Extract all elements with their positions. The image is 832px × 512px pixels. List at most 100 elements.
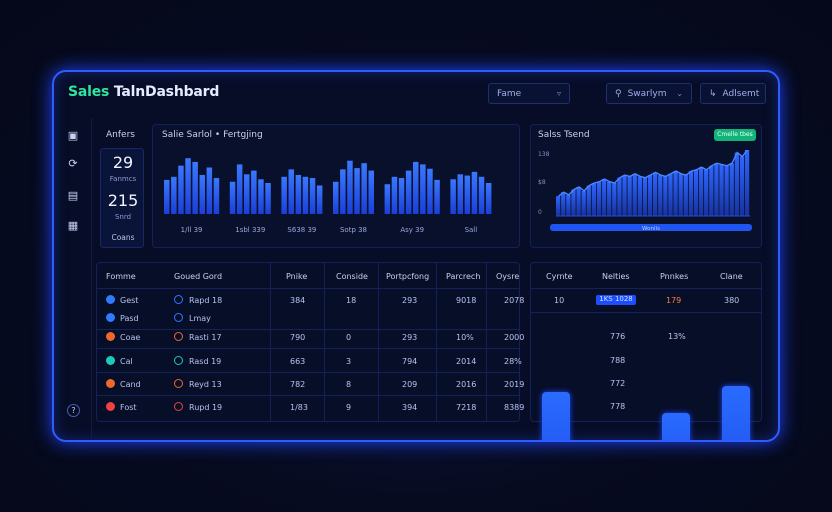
row-name[interactable]: Cal (120, 357, 133, 366)
trend-bar (586, 185, 591, 216)
header-divider (96, 288, 520, 289)
column-header[interactable]: Oysre (496, 272, 520, 281)
bar-4-5[interactable] (420, 164, 426, 214)
stats-cell: 13% (668, 332, 686, 341)
stats-big-bar[interactable] (722, 386, 750, 440)
row-name[interactable]: Pasd (120, 314, 139, 323)
row-cell: 10% (456, 333, 474, 342)
bar-2-3[interactable] (302, 176, 309, 214)
bars-panel-title: Salie Sarlol • Fertgjing (162, 130, 263, 140)
bar-1-5[interactable] (265, 183, 271, 214)
bar-4-4[interactable] (413, 161, 419, 214)
stats-big-bar[interactable] (542, 392, 570, 440)
bar-5-3[interactable] (471, 171, 478, 214)
user-icon: ↳ (709, 88, 717, 99)
bar-0-2[interactable] (178, 165, 184, 214)
bar-3-2[interactable] (347, 160, 353, 214)
kpi-value-1: 29 (112, 153, 134, 172)
account-button[interactable]: ↳ Adlsemt (700, 83, 766, 104)
stats-pill[interactable]: 1KS 1028 (596, 295, 636, 305)
bar-0-1[interactable] (171, 176, 177, 214)
column-header[interactable]: Fomme (106, 272, 136, 281)
trend-scrollbar[interactable] (550, 224, 752, 231)
bar-4-0[interactable] (384, 184, 391, 214)
column-header[interactable]: Conside (336, 272, 368, 281)
row-status-dot (106, 379, 115, 388)
trend-bar (617, 177, 622, 216)
bar-2-0[interactable] (281, 176, 287, 214)
trend-bar (647, 175, 653, 216)
trend-bar (627, 176, 632, 216)
column-divider (436, 262, 437, 422)
row-cell: 2078 (504, 296, 525, 305)
stats-header[interactable]: Pnnkes (660, 272, 689, 281)
bar-3-4[interactable] (361, 163, 367, 214)
bar-0-7[interactable] (213, 178, 220, 214)
bar-3-5[interactable] (368, 170, 375, 214)
trend-bar (739, 156, 745, 216)
column-header[interactable]: Goued Gord (174, 272, 223, 281)
bar-4-6[interactable] (427, 168, 433, 214)
bar-1-2[interactable] (244, 174, 250, 214)
bar-4-2[interactable] (398, 178, 405, 214)
row-cell: 782 (290, 380, 306, 389)
sidebar: ▣ ⟳ ▤ ▦ ? (54, 118, 92, 440)
row-name[interactable]: Cand (120, 380, 141, 389)
column-header[interactable]: Parcrech (446, 272, 481, 281)
bar-2-4[interactable] (309, 178, 316, 214)
filter-dropdown[interactable]: Fame ▿ (488, 83, 570, 104)
bar-0-6[interactable] (206, 167, 213, 215)
bar-1-1[interactable] (236, 164, 243, 214)
bar-2-2[interactable] (295, 174, 302, 214)
bar-5-0[interactable] (450, 179, 456, 214)
dashboard-window: Sales TalnDashbard Fame ▿ ⚲ Swarlym ⌄ ↳ … (52, 70, 780, 442)
stats-cell: 380 (724, 296, 740, 305)
row-cell: 9018 (456, 296, 477, 305)
bar-4-7[interactable] (434, 179, 440, 214)
row-cell: 663 (290, 357, 306, 366)
bar-4-1[interactable] (391, 176, 398, 214)
bar-0-0[interactable] (164, 179, 170, 214)
bar-4-3[interactable] (405, 170, 412, 214)
trend-bar (591, 183, 597, 216)
clipboard-icon[interactable]: ▤ (67, 189, 79, 202)
kpi-value-2: 215 (107, 191, 139, 210)
trend-bar (678, 173, 683, 216)
bar-0-5[interactable] (199, 174, 206, 214)
bar-5-5[interactable] (485, 183, 492, 214)
bar-5-1[interactable] (457, 174, 464, 214)
search-dropdown[interactable]: ⚲ Swarlym ⌄ (606, 83, 692, 104)
bar-5-4[interactable] (478, 176, 485, 214)
bar-2-5[interactable] (316, 185, 323, 214)
row-name[interactable]: Coae (120, 333, 141, 342)
trend-bar (622, 175, 627, 216)
bar-1-4[interactable] (258, 179, 264, 214)
bar-2-1[interactable] (288, 169, 295, 214)
help-icon[interactable]: ? (67, 404, 80, 417)
trend-badge[interactable]: Cmelle tbes (714, 129, 756, 141)
bar-0-4[interactable] (192, 161, 198, 214)
row-code: Rasti 17 (189, 333, 222, 342)
bar-3-0[interactable] (333, 181, 339, 214)
row-name[interactable]: Gest (120, 296, 139, 305)
stats-header[interactable]: Nelties (602, 272, 630, 281)
bar-3-1[interactable] (340, 169, 346, 214)
trend-y-label: 138 (538, 151, 550, 158)
stats-cell: 788 (610, 356, 626, 365)
row-cell: 28% (504, 357, 522, 366)
bar-0-3[interactable] (185, 158, 191, 214)
bar-1-3[interactable] (251, 170, 257, 214)
row-cell: 3 (346, 357, 352, 366)
stats-header[interactable]: Cyrnte (546, 272, 573, 281)
row-name[interactable]: Fost (120, 403, 137, 412)
bar-5-2[interactable] (464, 175, 471, 214)
grid-icon[interactable]: ▦ (67, 219, 79, 232)
stats-big-bar[interactable] (662, 412, 690, 440)
stats-header[interactable]: Clane (720, 272, 743, 281)
bar-1-0[interactable] (229, 181, 236, 214)
column-header[interactable]: Pnike (286, 272, 308, 281)
column-header[interactable]: Portpcfong (386, 272, 430, 281)
refresh-icon[interactable]: ⟳ (68, 157, 78, 170)
calendar-icon[interactable]: ▣ (67, 129, 79, 142)
bar-3-3[interactable] (354, 168, 360, 214)
